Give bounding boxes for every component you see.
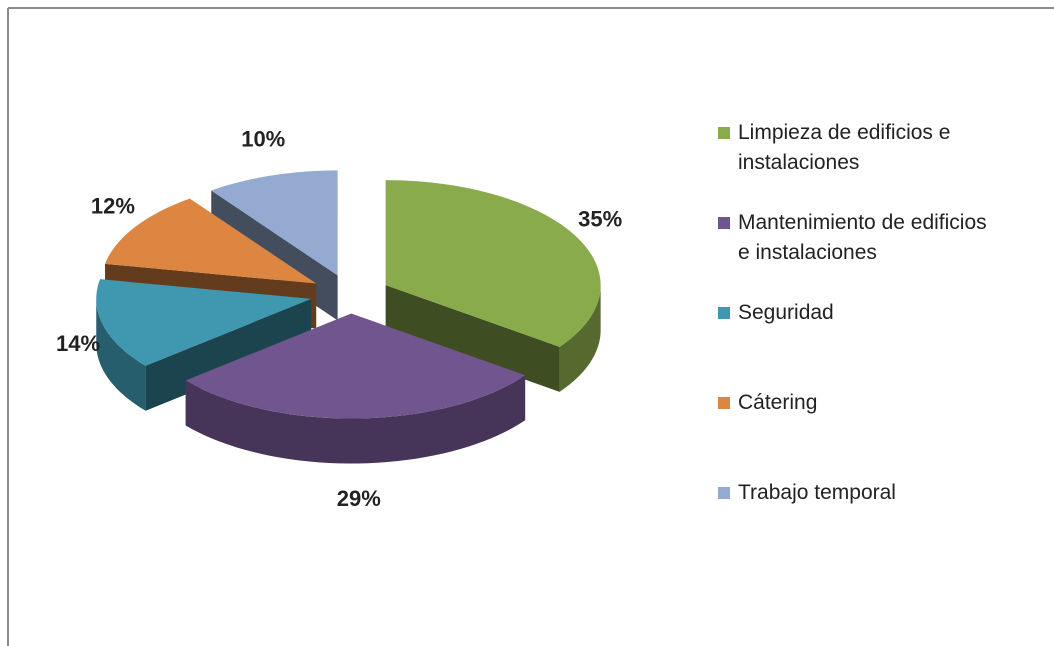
legend-label: Mantenimiento de edificios e instalacion… (738, 211, 987, 264)
slice-side (385, 285, 560, 392)
legend-label: Limpieza de edificios e instalaciones (738, 121, 951, 174)
data-label: 35% (578, 207, 622, 232)
pie-slice (185, 313, 526, 464)
legend-label: Cátering (738, 391, 818, 414)
legend-item: Seguridad (718, 298, 1018, 388)
slice-edge (185, 375, 526, 464)
legend-swatch (718, 307, 730, 319)
legend-swatch (718, 487, 730, 499)
legend-item: Cátering (718, 388, 1018, 478)
slice-edge (96, 298, 146, 411)
slice-top (211, 170, 338, 276)
legend-item: Limpieza de edificios e instalaciones (718, 118, 1018, 208)
pie-slice (385, 180, 601, 392)
data-label: 10% (241, 126, 285, 151)
legend-swatch (718, 397, 730, 409)
slice-top (185, 313, 526, 419)
slice-top (105, 198, 317, 284)
legend: Limpieza de edificios e instalaciones Man… (718, 118, 1018, 568)
legend-label: Seguridad (738, 301, 834, 324)
slice-top (385, 180, 601, 347)
data-label: 12% (91, 193, 135, 218)
data-label: 14% (56, 331, 100, 356)
slice-edge (559, 285, 601, 392)
legend-label: Trabajo temporal (738, 481, 896, 504)
data-label: 29% (337, 486, 381, 511)
slice-top (96, 279, 312, 366)
legend-item: Trabajo temporal (718, 478, 1018, 568)
legend-swatch (718, 127, 730, 139)
legend-swatch (718, 217, 730, 229)
legend-item: Mantenimiento de edificios e instalacion… (718, 208, 1018, 298)
